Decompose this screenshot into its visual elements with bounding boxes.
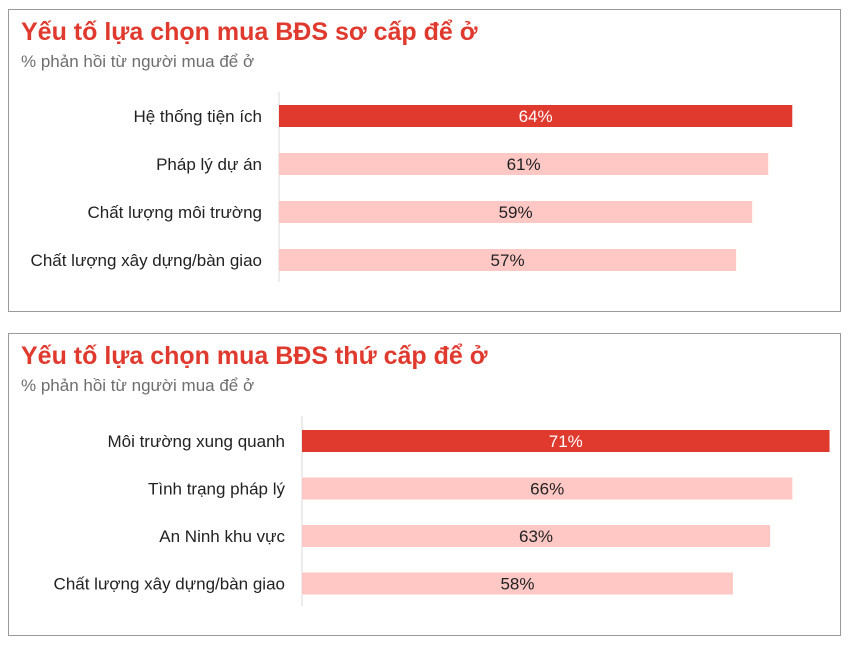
data-label: 59% — [499, 203, 533, 222]
data-label: 57% — [491, 251, 525, 270]
category-label: Chất lượng xây dựng/bàn giao — [54, 575, 285, 594]
chart-title: Yếu tố lựa chọn mua BĐS thứ cấp để ở — [21, 342, 488, 370]
chart-panel-secondary: Yếu tố lựa chọn mua BĐS thứ cấp để ở % p… — [8, 333, 841, 636]
bar — [279, 201, 753, 223]
chart-panel-primary: Yếu tố lựa chọn mua BĐS sơ cấp để ở % ph… — [8, 9, 841, 312]
data-label: 63% — [519, 527, 553, 546]
bar — [279, 249, 737, 271]
chart-subtitle: % phản hồi từ người mua để ở — [21, 52, 255, 71]
data-label: 64% — [519, 107, 553, 126]
category-label: Môi trường xung quanh — [107, 432, 285, 451]
category-label: Pháp lý dự án — [156, 155, 262, 174]
bar-chart-secondary: Môi trường xung quanh 71% Tình trạng pháp … — [54, 416, 830, 606]
data-label: 71% — [549, 432, 583, 451]
chart-title: Yếu tố lựa chọn mua BĐS sơ cấp để ở — [21, 18, 478, 46]
chart-subtitle: % phản hồi từ người mua để ở — [21, 376, 255, 395]
bar — [279, 105, 793, 127]
bar — [302, 430, 830, 452]
bar — [279, 153, 769, 175]
category-label: Tình trạng pháp lý — [148, 480, 286, 499]
bar — [302, 477, 793, 500]
bar — [302, 572, 733, 595]
data-label: 58% — [500, 575, 534, 594]
data-label: 61% — [507, 155, 541, 174]
category-label: Chất lượng xây dựng/bàn giao — [31, 251, 262, 270]
data-label: 66% — [530, 480, 564, 499]
bar-chart-primary: Hệ thống tiện ích 64% Pháp lý dự án 61% Chất… — [31, 92, 793, 282]
bar — [302, 525, 771, 547]
category-label: Chất lượng môi trường — [87, 203, 262, 222]
category-label: An Ninh khu vực — [159, 527, 285, 546]
category-label: Hệ thống tiện ích — [133, 107, 262, 126]
